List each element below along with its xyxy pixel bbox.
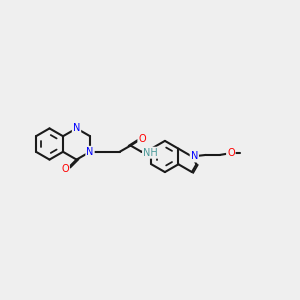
Text: N: N xyxy=(86,147,94,157)
Text: N: N xyxy=(73,123,80,134)
Text: O: O xyxy=(138,134,146,144)
Text: NH: NH xyxy=(143,148,158,158)
Text: O: O xyxy=(61,164,69,174)
Text: O: O xyxy=(227,148,235,158)
Text: N: N xyxy=(190,152,198,161)
